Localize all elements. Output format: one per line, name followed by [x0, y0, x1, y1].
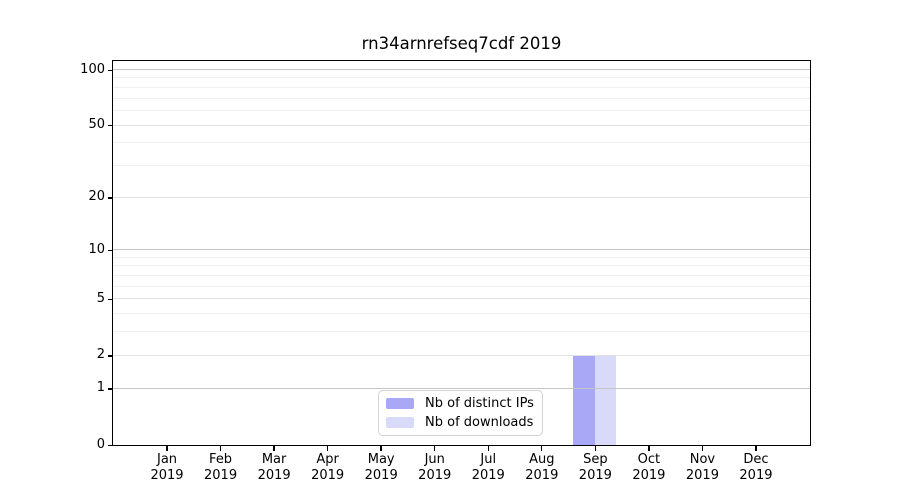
- x-tick-label-sep: Sep 2019: [565, 452, 625, 484]
- y-tick-label: 10: [88, 241, 105, 257]
- x-tick-year: 2019: [685, 468, 719, 483]
- y-gridline-minor: [113, 164, 810, 166]
- bar-sep-nb-of-downloads: [594, 355, 617, 445]
- x-tick-label-nov: Nov 2019: [672, 452, 732, 484]
- y-tick-mark: [108, 249, 113, 252]
- y-gridline: [113, 298, 810, 300]
- legend-label: Nb of distinct IPs: [425, 395, 534, 411]
- legend: Nb of distinct IPs Nb of downloads: [378, 390, 543, 436]
- x-tick-mark: [701, 446, 704, 451]
- y-gridline-decade: [113, 387, 810, 389]
- y-gridline-minor: [113, 142, 810, 144]
- legend-swatch-nb-of-distinct-ips: [386, 398, 414, 409]
- x-tick-mark: [434, 446, 436, 451]
- y-gridline-minor: [113, 256, 810, 258]
- x-tick-month: Sep: [583, 452, 608, 467]
- x-tick-mark: [648, 446, 650, 451]
- y-tick-mark: [108, 388, 113, 390]
- y-gridline-minor: [113, 265, 810, 267]
- x-tick-year: 2019: [578, 468, 612, 483]
- x-tick-label-jun: Jun 2019: [405, 452, 465, 484]
- x-tick-label-apr: Apr 2019: [298, 452, 358, 484]
- x-tick-label-feb: Feb 2019: [191, 452, 251, 484]
- y-gridline: [113, 354, 810, 356]
- y-tick-mark: [108, 125, 113, 127]
- x-tick-mark: [541, 446, 543, 451]
- y-tick-label: 1: [96, 380, 105, 396]
- legend-label: Nb of downloads: [425, 414, 534, 430]
- x-tick-mark: [326, 446, 329, 451]
- y-tick-label: 50: [88, 117, 105, 133]
- x-tick-year: 2019: [364, 468, 398, 483]
- x-tick-label-may: May 2019: [351, 452, 411, 484]
- x-tick-month: Jul: [480, 452, 497, 467]
- y-gridline-minor: [113, 285, 810, 287]
- y-gridline: [113, 196, 810, 198]
- x-tick-month: Apr: [316, 452, 339, 467]
- y-gridline-minor: [113, 77, 810, 79]
- y-gridline-decade: [113, 249, 810, 251]
- x-tick-month: Dec: [743, 452, 769, 467]
- x-tick-month: Feb: [209, 452, 233, 467]
- x-tick-year: 2019: [632, 468, 666, 483]
- legend-swatch-nb-of-downloads: [386, 417, 414, 428]
- x-tick-mark: [487, 446, 489, 451]
- y-tick-label: 100: [80, 61, 105, 77]
- x-tick-month: Jun: [424, 452, 445, 467]
- y-tick-label: 0: [96, 436, 105, 452]
- legend-entry-nb-of-downloads: Nb of downloads: [386, 415, 534, 431]
- x-tick-mark: [594, 446, 597, 451]
- y-gridline-minor: [113, 313, 810, 315]
- x-tick-year: 2019: [418, 468, 452, 483]
- x-tick-mark: [166, 446, 168, 451]
- y-tick-mark: [108, 197, 113, 199]
- x-tick-mark: [380, 446, 382, 451]
- x-tick-month: Aug: [529, 452, 555, 467]
- y-gridline-minor: [113, 331, 810, 333]
- x-tick-year: 2019: [257, 468, 291, 483]
- y-tick-mark: [108, 298, 113, 301]
- x-tick-mark: [273, 446, 275, 451]
- x-tick-label-jul: Jul 2019: [458, 452, 518, 484]
- x-tick-label-aug: Aug 2019: [512, 452, 572, 484]
- legend-entry-nb-of-distinct-ips: Nb of distinct IPs: [386, 396, 534, 412]
- x-tick-mark: [755, 446, 757, 451]
- y-gridline-minor: [113, 109, 810, 111]
- y-tick-label: 5: [96, 290, 105, 306]
- x-tick-month: Mar: [261, 452, 287, 467]
- x-tick-month: Jan: [157, 452, 178, 467]
- y-gridline-minor: [113, 86, 810, 88]
- x-tick-year: 2019: [471, 468, 505, 483]
- y-gridline-minor: [113, 97, 810, 99]
- x-tick-month: Nov: [689, 452, 716, 467]
- plot-area: [112, 60, 811, 446]
- y-tick-label: 2: [96, 347, 105, 363]
- x-tick-label-jan: Jan 2019: [137, 452, 197, 484]
- x-tick-month: May: [367, 452, 395, 467]
- y-gridline-minor: [113, 275, 810, 277]
- x-tick-label-oct: Oct 2019: [619, 452, 679, 484]
- x-tick-year: 2019: [739, 468, 773, 483]
- y-tick-mark: [108, 355, 113, 357]
- x-tick-label-mar: Mar 2019: [244, 452, 304, 484]
- x-tick-year: 2019: [311, 468, 345, 483]
- y-tick-label: 20: [88, 189, 105, 205]
- bar-sep-nb-of-distinct-ips: [573, 355, 595, 445]
- chart-title: rn34arnrefseq7cdf 2019: [361, 34, 562, 53]
- x-tick-year: 2019: [525, 468, 559, 483]
- y-gridline: [113, 124, 810, 126]
- x-tick-label-dec: Dec 2019: [726, 452, 786, 484]
- x-tick-mark: [219, 446, 222, 451]
- x-tick-year: 2019: [150, 468, 184, 483]
- x-tick-year: 2019: [204, 468, 238, 483]
- y-tick-mark: [108, 444, 113, 446]
- x-tick-month: Oct: [637, 452, 661, 467]
- y-tick-mark: [108, 69, 113, 71]
- y-gridline-decade: [113, 69, 810, 70]
